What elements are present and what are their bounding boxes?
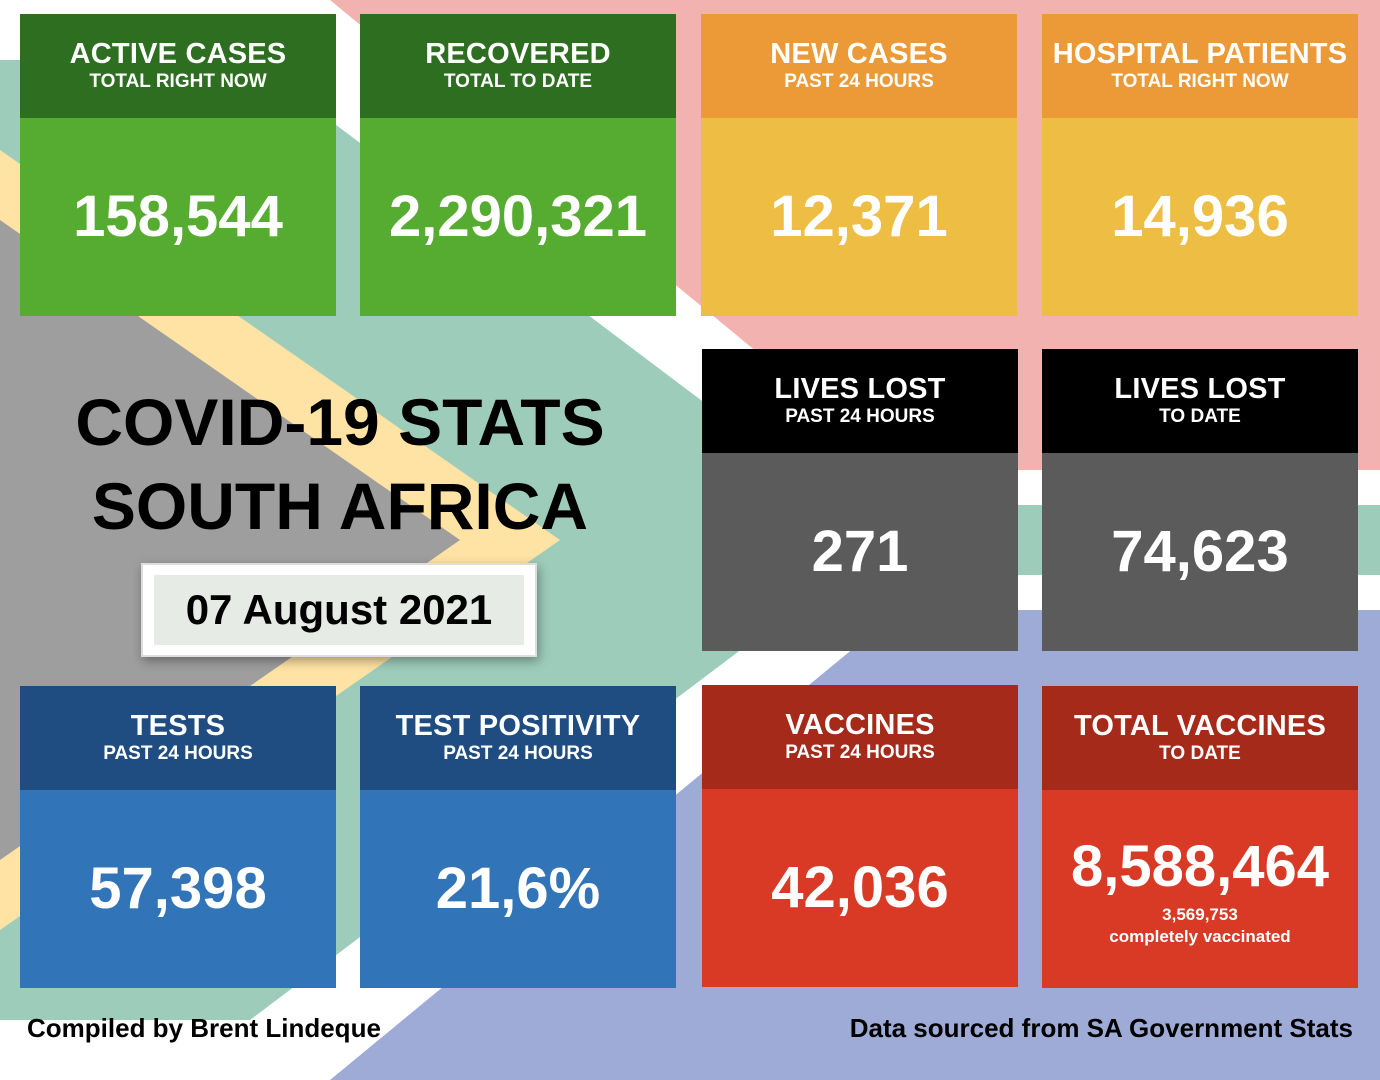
test-positivity-value: 21,6%: [435, 856, 601, 921]
test-positivity-body: 21,6%: [360, 790, 676, 988]
total-vaccines-value: 8,588,464: [1070, 834, 1330, 899]
recovered-tile: RECOVERED TOTAL TO DATE 2,290,321: [360, 14, 676, 316]
hospital-patients-tile: HOSPITAL PATIENTS TOTAL RIGHT NOW 14,936: [1042, 14, 1358, 316]
lives-lost-total-value: 74,623: [1111, 519, 1289, 584]
active-cases-label: ACTIVE CASES: [69, 38, 287, 70]
tests-tile: TESTS PAST 24 HOURS 57,398: [20, 686, 336, 988]
active-cases-body: 158,544: [20, 118, 336, 316]
hospital-patients-sublabel: TOTAL RIGHT NOW: [1111, 71, 1289, 92]
lives-lost-total-tile: LIVES LOST TO DATE 74,623: [1042, 349, 1358, 651]
new-cases-tile: NEW CASES PAST 24 HOURS 12,371: [701, 14, 1017, 316]
vaccines-sublabel: PAST 24 HOURS: [785, 742, 935, 763]
lives-lost-24h-value: 271: [811, 519, 909, 584]
active-cases-sublabel: TOTAL RIGHT NOW: [89, 71, 267, 92]
lives-lost-24h-sublabel: PAST 24 HOURS: [785, 406, 935, 427]
fully-vaccinated-label: completely vaccinated: [1109, 927, 1291, 946]
lives-lost-total-label: LIVES LOST: [1114, 373, 1286, 405]
test-positivity-label: TEST POSITIVITY: [395, 710, 641, 742]
hospital-patients-value: 14,936: [1111, 184, 1289, 249]
hospital-patients-header: HOSPITAL PATIENTS TOTAL RIGHT NOW: [1042, 14, 1358, 118]
lives-lost-24h-tile: LIVES LOST PAST 24 HOURS 271: [702, 349, 1018, 651]
test-positivity-tile: TEST POSITIVITY PAST 24 HOURS 21,6%: [360, 686, 676, 988]
new-cases-header: NEW CASES PAST 24 HOURS: [701, 14, 1017, 118]
fully-vaccinated-count: 3,569,753: [1162, 905, 1238, 924]
tests-label: TESTS: [130, 710, 226, 742]
total-vaccines-label: TOTAL VACCINES: [1073, 710, 1326, 742]
footer-credit: Compiled by Brent Lindeque: [27, 1013, 381, 1043]
hospital-patients-label: HOSPITAL PATIENTS: [1052, 38, 1348, 70]
vaccines-label: VACCINES: [785, 709, 935, 741]
recovered-value: 2,290,321: [388, 184, 648, 249]
total-vaccines-body: 8,588,464 3,569,753 completely vaccinate…: [1042, 790, 1358, 988]
vaccines-value: 42,036: [771, 855, 949, 920]
total-vaccines-tile: TOTAL VACCINES TO DATE 8,588,464 3,569,7…: [1042, 686, 1358, 988]
lives-lost-24h-label: LIVES LOST: [774, 373, 946, 405]
recovered-body: 2,290,321: [360, 118, 676, 316]
recovered-header: RECOVERED TOTAL TO DATE: [360, 14, 676, 118]
new-cases-body: 12,371: [701, 118, 1017, 316]
active-cases-value: 158,544: [73, 184, 283, 249]
total-vaccines-note: 3,569,753 completely vaccinated: [1109, 903, 1290, 949]
active-cases-tile: ACTIVE CASES TOTAL RIGHT NOW 158,544: [20, 14, 336, 316]
lives-lost-24h-header: LIVES LOST PAST 24 HOURS: [702, 349, 1018, 453]
recovered-label: RECOVERED: [425, 38, 611, 70]
vaccines-body: 42,036: [702, 789, 1018, 987]
page-title: COVID-19 STATS SOUTH AFRICA: [20, 380, 660, 548]
test-positivity-sublabel: PAST 24 HOURS: [443, 743, 593, 764]
tests-body: 57,398: [20, 790, 336, 988]
active-cases-header: ACTIVE CASES TOTAL RIGHT NOW: [20, 14, 336, 118]
hospital-patients-body: 14,936: [1042, 118, 1358, 316]
total-vaccines-sublabel: TO DATE: [1159, 743, 1241, 764]
tests-sublabel: PAST 24 HOURS: [103, 743, 253, 764]
total-vaccines-header: TOTAL VACCINES TO DATE: [1042, 686, 1358, 790]
title-line-1: COVID-19 STATS: [75, 385, 605, 459]
lives-lost-total-body: 74,623: [1042, 453, 1358, 651]
recovered-sublabel: TOTAL TO DATE: [443, 71, 593, 92]
footer-source: Data sourced from SA Government Stats: [849, 1013, 1353, 1043]
lives-lost-24h-body: 271: [702, 453, 1018, 651]
tests-header: TESTS PAST 24 HOURS: [20, 686, 336, 790]
lives-lost-total-sublabel: TO DATE: [1159, 406, 1241, 427]
vaccines-tile: VACCINES PAST 24 HOURS 42,036: [702, 685, 1018, 987]
new-cases-sublabel: PAST 24 HOURS: [784, 71, 934, 92]
date-box: 07 August 2021: [141, 563, 537, 657]
tests-value: 57,398: [89, 856, 267, 921]
title-line-2: SOUTH AFRICA: [91, 469, 589, 543]
new-cases-label: NEW CASES: [770, 38, 948, 70]
test-positivity-header: TEST POSITIVITY PAST 24 HOURS: [360, 686, 676, 790]
date-text: 07 August 2021: [154, 575, 524, 645]
new-cases-value: 12,371: [770, 184, 948, 249]
vaccines-header: VACCINES PAST 24 HOURS: [702, 685, 1018, 789]
lives-lost-total-header: LIVES LOST TO DATE: [1042, 349, 1358, 453]
